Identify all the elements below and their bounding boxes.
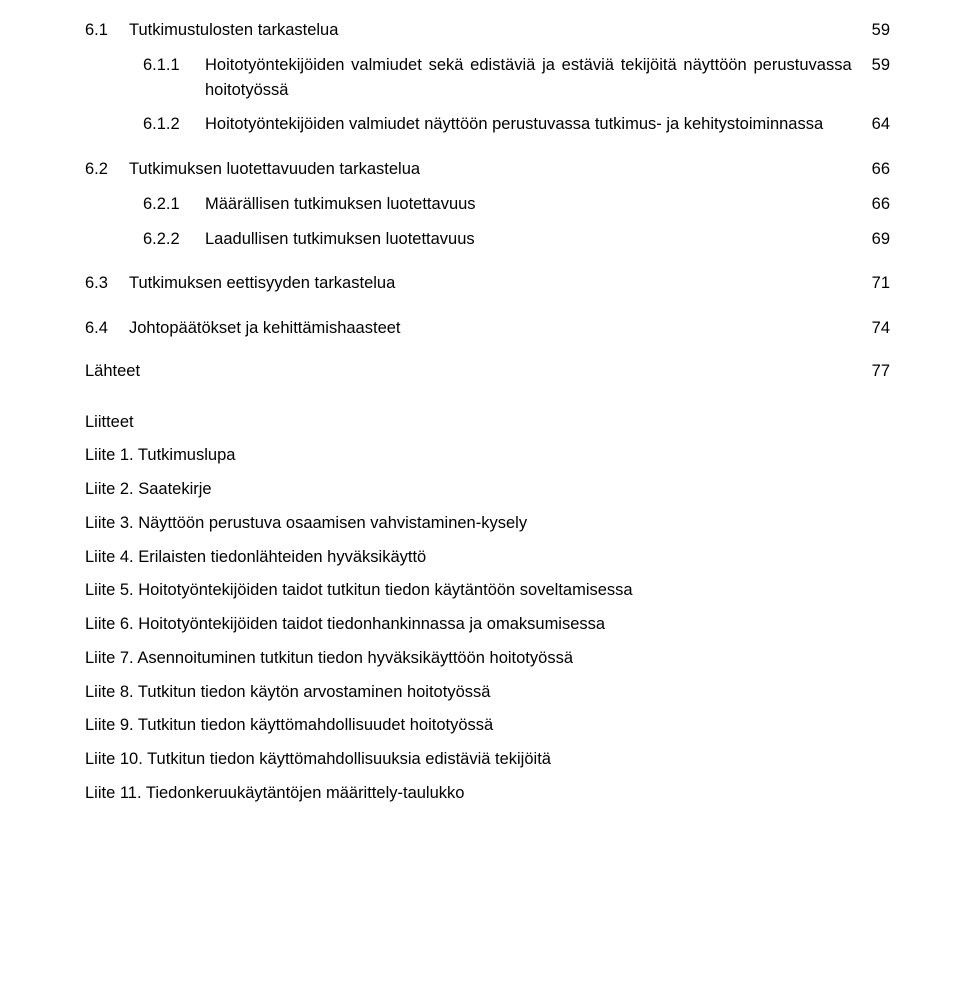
toc-number: 6.1.2 <box>143 112 205 137</box>
toc-title: Määrällisen tutkimuksen luotettavuus <box>205 192 852 217</box>
toc-page: 66 <box>852 192 890 217</box>
toc-page: 71 <box>852 271 890 296</box>
toc-title: Tutkimuksen eettisyyden tarkastelua <box>129 271 852 296</box>
toc-entry: 6.1 Tutkimustulosten tarkastelua 59 <box>85 18 890 43</box>
toc-title: Tutkimustulosten tarkastelua <box>129 18 852 43</box>
toc-number: 6.3 <box>85 271 129 296</box>
toc-page: 74 <box>852 316 890 341</box>
appendix-title: Tiedonkeruukäytäntöjen määrittely-tauluk… <box>146 784 465 802</box>
appendix-title: Tutkitun tiedon käyttömahdollisuuksia ed… <box>147 750 551 768</box>
toc-number: 6.2.2 <box>143 227 205 252</box>
appendix-number: Liite 11. <box>85 784 142 802</box>
appendices-section: Liitteet Liite 1. Tutkimuslupa Liite 2. … <box>85 410 890 806</box>
appendix-title: Tutkitun tiedon käytön arvostaminen hoit… <box>138 683 491 701</box>
appendix-title: Tutkitun tiedon käyttömahdollisuudet hoi… <box>138 716 493 734</box>
appendix-number: Liite 4. <box>85 548 134 566</box>
appendix-number: Liite 10. <box>85 750 143 768</box>
toc-entry: 6.3 Tutkimuksen eettisyyden tarkastelua … <box>85 271 890 296</box>
appendix-item: Liite 9. Tutkitun tiedon käyttömahdollis… <box>85 713 890 738</box>
appendix-item: Liite 2. Saatekirje <box>85 477 890 502</box>
toc-title: Tutkimuksen luotettavuuden tarkastelua <box>129 157 852 182</box>
appendix-item: Liite 10. Tutkitun tiedon käyttömahdolli… <box>85 747 890 772</box>
appendix-item: Liite 11. Tiedonkeruukäytäntöjen määritt… <box>85 781 890 806</box>
appendix-number: Liite 2. <box>85 480 134 498</box>
appendix-title: Hoitotyöntekijöiden taidot tiedonhankinn… <box>138 615 605 633</box>
appendices-heading: Liitteet <box>85 410 890 435</box>
appendix-number: Liite 6. <box>85 615 134 633</box>
appendix-item: Liite 4. Erilaisten tiedonlähteiden hyvä… <box>85 545 890 570</box>
toc-number: 6.2 <box>85 157 129 182</box>
references-label: Lähteet <box>85 359 140 384</box>
document-page: 6.1 Tutkimustulosten tarkastelua 59 6.1.… <box>0 0 960 995</box>
references-page: 77 <box>872 359 890 384</box>
toc-page: 69 <box>852 227 890 252</box>
toc-title: Laadullisen tutkimuksen luotettavuus <box>205 227 852 252</box>
references-row: Lähteet 77 <box>85 359 890 384</box>
toc-number: 6.1 <box>85 18 129 43</box>
toc-page: 66 <box>852 157 890 182</box>
toc-page: 64 <box>852 112 890 137</box>
toc-title: Hoitotyöntekijöiden valmiudet näyttöön p… <box>205 112 852 137</box>
appendix-item: Liite 1. Tutkimuslupa <box>85 443 890 468</box>
appendix-title: Saatekirje <box>138 480 211 498</box>
appendix-title: Tutkimuslupa <box>138 446 236 464</box>
appendix-item: Liite 3. Näyttöön perustuva osaamisen va… <box>85 511 890 536</box>
toc-entry: 6.2.1 Määrällisen tutkimuksen luotettavu… <box>85 192 890 217</box>
appendix-title: Asennoituminen tutkitun tiedon hyväksikä… <box>137 649 573 667</box>
toc-page: 59 <box>852 18 890 43</box>
toc-number: 6.1.1 <box>143 53 205 103</box>
appendix-item: Liite 6. Hoitotyöntekijöiden taidot tied… <box>85 612 890 637</box>
appendix-number: Liite 1. <box>85 446 134 464</box>
toc-entry: 6.1.2 Hoitotyöntekijöiden valmiudet näyt… <box>85 112 890 137</box>
toc-number: 6.4 <box>85 316 129 341</box>
appendix-number: Liite 3. <box>85 514 134 532</box>
appendix-item: Liite 5. Hoitotyöntekijöiden taidot tutk… <box>85 578 890 603</box>
toc-title: Johtopäätökset ja kehittämishaasteet <box>129 316 852 341</box>
toc-section: 6.1 Tutkimustulosten tarkastelua 59 6.1.… <box>85 18 890 341</box>
toc-number: 6.2.1 <box>143 192 205 217</box>
appendix-title: Näyttöön perustuva osaamisen vahvistamin… <box>138 514 527 532</box>
appendix-title: Hoitotyöntekijöiden taidot tutkitun tied… <box>138 581 632 599</box>
appendix-title: Erilaisten tiedonlähteiden hyväksikäyttö <box>138 548 426 566</box>
appendix-item: Liite 7. Asennoituminen tutkitun tiedon … <box>85 646 890 671</box>
appendix-number: Liite 8. <box>85 683 134 701</box>
toc-entry: 6.1.1 Hoitotyöntekijöiden valmiudet sekä… <box>85 53 890 103</box>
appendix-number: Liite 7. <box>85 649 134 667</box>
appendix-number: Liite 9. <box>85 716 134 734</box>
appendix-number: Liite 5. <box>85 581 134 599</box>
toc-entry: 6.2 Tutkimuksen luotettavuuden tarkastel… <box>85 157 890 182</box>
appendix-item: Liite 8. Tutkitun tiedon käytön arvostam… <box>85 680 890 705</box>
toc-title: Hoitotyöntekijöiden valmiudet sekä edist… <box>205 53 852 103</box>
toc-page: 59 <box>852 53 890 78</box>
toc-entry: 6.2.2 Laadullisen tutkimuksen luotettavu… <box>85 227 890 252</box>
toc-entry: 6.4 Johtopäätökset ja kehittämishaasteet… <box>85 316 890 341</box>
